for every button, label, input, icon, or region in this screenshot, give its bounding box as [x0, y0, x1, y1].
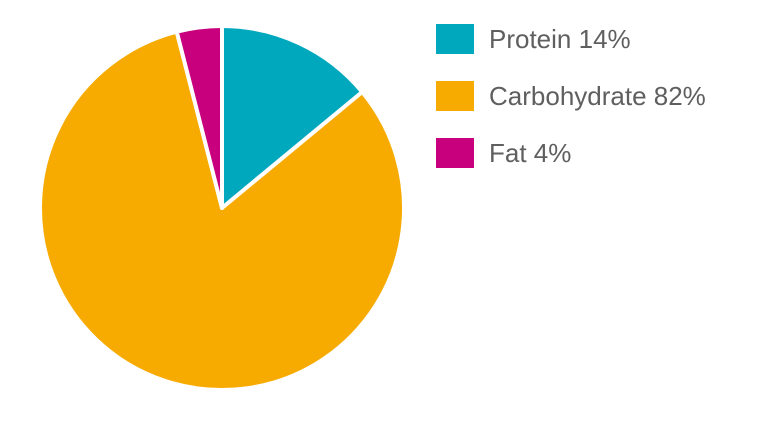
legend-label-carbohydrate: Carbohydrate 82%: [489, 80, 706, 111]
legend-swatch-fat: [436, 137, 474, 168]
legend: Protein 14% Carbohydrate 82% Fat 4%: [436, 20, 706, 191]
legend-swatch-carbohydrate: [436, 80, 474, 111]
legend-item-protein: Protein 14%: [436, 20, 706, 57]
pie-slice-protein: [220, 24, 365, 210]
legend-swatch-protein: [436, 23, 474, 54]
legend-item-fat: Fat 4%: [436, 134, 706, 171]
legend-item-carbohydrate: Carbohydrate 82%: [436, 77, 706, 114]
legend-label-fat: Fat 4%: [489, 137, 572, 168]
pie-slice-carbohydrate: [38, 29, 406, 392]
pie-slices: [38, 24, 406, 392]
pie-slice-fat: [174, 24, 224, 210]
legend-label-protein: Protein 14%: [489, 23, 631, 54]
